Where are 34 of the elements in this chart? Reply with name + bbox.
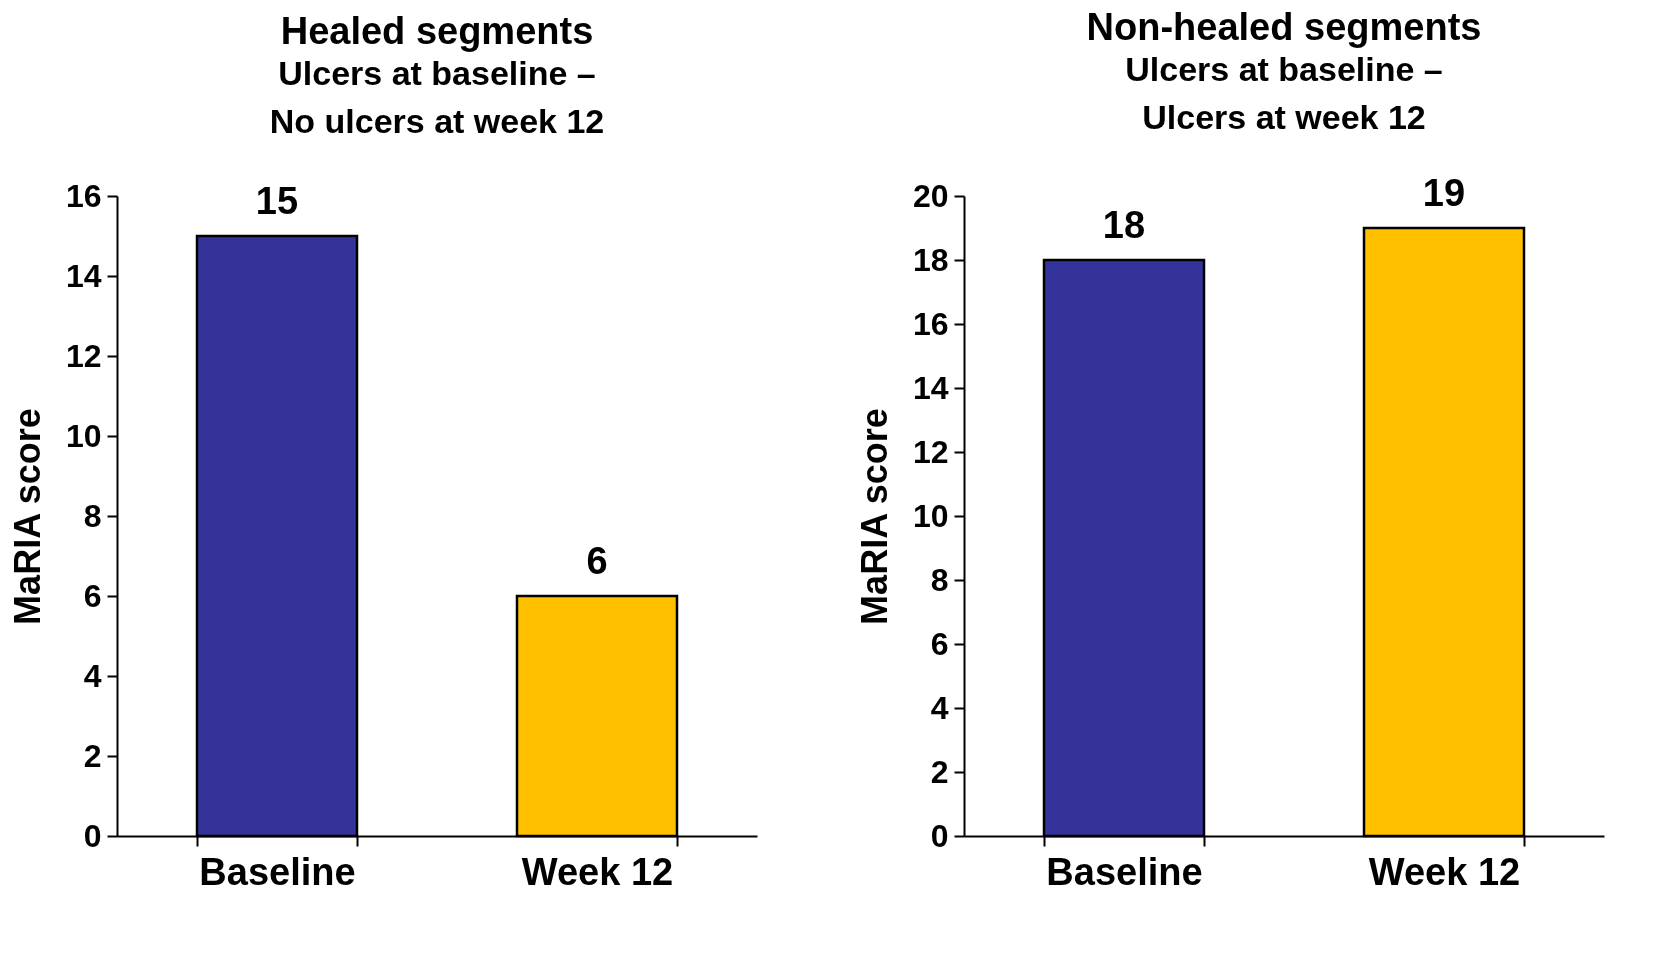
y-axis-title: MaRIA score xyxy=(6,408,48,625)
y-tick-label: 8 xyxy=(83,497,102,534)
chart-title: Healed segments xyxy=(280,10,594,52)
y-tick-label: 4 xyxy=(83,657,102,694)
data-label: 18 xyxy=(1102,204,1146,246)
y-tick-label: 4 xyxy=(930,689,949,726)
y-tick-label: 10 xyxy=(912,497,949,534)
y-tick-label: 6 xyxy=(83,577,102,614)
y-tick-label: 2 xyxy=(930,753,949,790)
y-tick-label: 0 xyxy=(930,817,949,854)
y-tick-label: 14 xyxy=(912,369,949,406)
chart-subtitle: Ulcers at baseline – Ulcers at week 12 xyxy=(1125,50,1443,136)
data-label: 19 xyxy=(1422,172,1466,214)
x-tick-label: Week 12 xyxy=(521,850,674,893)
y-tick-label: 16 xyxy=(912,305,949,342)
y-axis-title: MaRIA score xyxy=(853,408,895,625)
data-label: 15 xyxy=(255,180,299,222)
y-tick-label: 6 xyxy=(930,625,949,662)
y-tick-label: 14 xyxy=(65,257,102,294)
y-tick-label: 2 xyxy=(83,737,102,774)
y-tick-label: 18 xyxy=(912,241,949,278)
data-label: 6 xyxy=(586,540,608,582)
y-tick-label: 8 xyxy=(930,561,949,598)
x-tick-label: Week 12 xyxy=(1368,850,1521,893)
x-tick-label: Baseline xyxy=(199,850,356,893)
x-tick-label: Baseline xyxy=(1046,850,1203,893)
y-tick-label: 20 xyxy=(912,177,949,214)
y-tick-label: 10 xyxy=(65,417,102,454)
y-tick-label: 0 xyxy=(83,817,102,854)
y-tick-label: 16 xyxy=(65,177,102,214)
y-tick-label: 12 xyxy=(912,433,949,470)
chart-title: Non-healed segments xyxy=(1086,6,1482,48)
y-tick-label: 12 xyxy=(65,337,102,374)
chart-subtitle: Ulcers at baseline – No ulcers at week 12 xyxy=(269,54,605,140)
